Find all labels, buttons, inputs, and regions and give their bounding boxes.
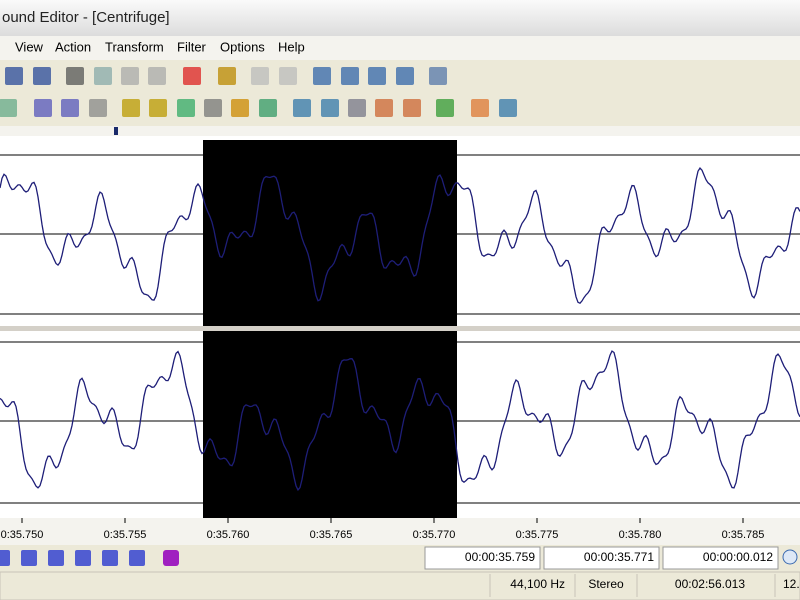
toolbar-button[interactable]	[0, 99, 17, 117]
channels: Stereo	[588, 577, 624, 591]
toolbar-button[interactable]	[94, 67, 112, 85]
menu-item[interactable]: View	[15, 39, 44, 54]
ruler-label: 0:35.765	[310, 529, 353, 541]
transport-button[interactable]	[21, 550, 37, 566]
selection-length: 00:00:00.012	[703, 550, 773, 564]
selection-length-field[interactable]	[662, 546, 779, 570]
ruler-label: 0:35.775	[516, 529, 559, 541]
channel-lines	[0, 154, 800, 504]
status-separators	[489, 574, 776, 597]
selection-start: 00:00:35.759	[465, 550, 535, 564]
transport-button[interactable]	[129, 550, 145, 566]
selection-end: 00:00:35.771	[584, 550, 654, 564]
toolbar-button[interactable]	[251, 67, 269, 85]
toolbar-button[interactable]	[259, 99, 277, 117]
position-bar	[0, 126, 800, 136]
ruler-label: 0:35.780	[619, 529, 662, 541]
toolbar-button[interactable]	[5, 67, 23, 85]
toolbar-button[interactable]	[89, 99, 107, 117]
toolbar-button[interactable]	[321, 99, 339, 117]
toolbar-button[interactable]	[279, 67, 297, 85]
channel-divider	[0, 326, 800, 331]
toolbar-button[interactable]	[183, 67, 201, 85]
transport-button[interactable]	[48, 550, 64, 566]
toolbar-button[interactable]	[149, 99, 167, 117]
toolbar-button[interactable]	[148, 67, 166, 85]
toolbar-button[interactable]	[121, 67, 139, 85]
toolbar-button[interactable]	[499, 99, 517, 117]
ruler-label: 0:35.785	[722, 529, 765, 541]
toolbar-button[interactable]	[66, 67, 84, 85]
menu-item[interactable]: Filter	[177, 39, 207, 54]
menu-item[interactable]: Action	[55, 39, 91, 54]
toolbar-button[interactable]	[396, 67, 414, 85]
title-bar	[0, 0, 800, 36]
toolbar-button[interactable]	[33, 67, 51, 85]
toolbar-button[interactable]	[368, 67, 386, 85]
sample-rate: 44,100 Hz	[510, 577, 565, 591]
toolbar-button[interactable]	[429, 67, 447, 85]
transport-button[interactable]	[0, 550, 10, 566]
selection-start-field[interactable]	[424, 546, 541, 570]
duration: 00:02:56.013	[675, 577, 745, 591]
transport-button[interactable]	[75, 550, 91, 566]
toolbar-button[interactable]	[375, 99, 393, 117]
toolbar-button[interactable]	[218, 67, 236, 85]
toolbar-button[interactable]	[341, 67, 359, 85]
record-button[interactable]	[163, 550, 179, 566]
window-title: ound Editor - [Centrifuge]	[2, 9, 170, 26]
status-extra: 12.	[783, 577, 800, 591]
menu-item[interactable]: Transform	[105, 39, 164, 54]
toolbar-button[interactable]	[122, 99, 140, 117]
ruler-label: 0:35.760	[207, 529, 250, 541]
menu-item[interactable]: Help	[278, 39, 305, 54]
position-marker	[114, 127, 118, 135]
transport-button[interactable]	[102, 550, 118, 566]
ruler-label: 0:35.770	[413, 529, 456, 541]
menu-item[interactable]: Options	[220, 39, 265, 54]
ruler-label: 0:35.755	[104, 529, 147, 541]
toolbar-button[interactable]	[177, 99, 195, 117]
toolbar-button[interactable]	[34, 99, 52, 117]
toolbar-button[interactable]	[231, 99, 249, 117]
toolbar-button[interactable]	[61, 99, 79, 117]
toolbar-button[interactable]	[436, 99, 454, 117]
zoom-button[interactable]	[782, 549, 798, 565]
toolbar-button[interactable]	[313, 67, 331, 85]
ruler-label: 0:35.750	[1, 529, 44, 541]
time-ruler	[0, 518, 800, 545]
toolbar-button[interactable]	[204, 99, 222, 117]
waveform-left	[0, 167, 800, 304]
waveform-right	[0, 350, 800, 492]
time-ruler-labels: 0:35.750 0:35.755 0:35.760 0:35.765 0:35.770…	[1, 518, 765, 541]
toolbar-button[interactable]	[293, 99, 311, 117]
status-bar	[0, 571, 800, 600]
toolbar-button[interactable]	[471, 99, 489, 117]
transport-buttons	[0, 550, 179, 566]
toolbar-button[interactable]	[403, 99, 421, 117]
menu-items: View Action Transform Filter Options Help	[15, 39, 305, 54]
toolbar-buttons	[0, 67, 517, 117]
toolbar-button[interactable]	[348, 99, 366, 117]
selection-end-field[interactable]	[543, 546, 660, 570]
menu-bar	[0, 36, 800, 60]
